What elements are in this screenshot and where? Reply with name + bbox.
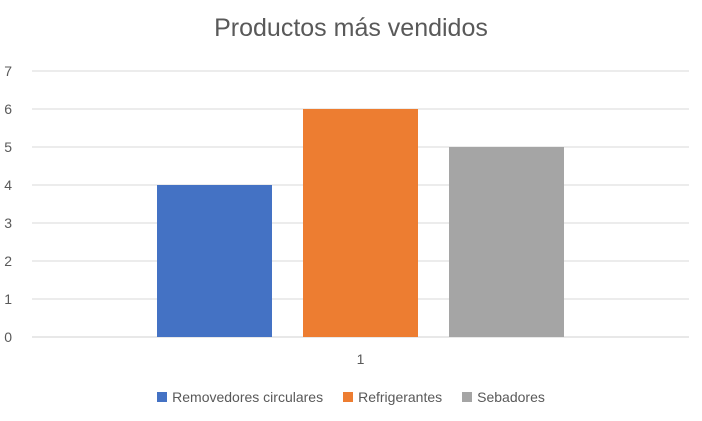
y-tick-label: 6 xyxy=(4,101,12,117)
chart-title: Productos más vendidos xyxy=(214,14,488,42)
x-tick-label: 1 xyxy=(357,351,365,367)
legend-item: Removedores circulares xyxy=(157,389,323,405)
legend-swatch xyxy=(343,392,354,402)
bar-sebadores xyxy=(449,147,564,337)
bar-refrigerantes xyxy=(303,109,418,337)
bar-removedores-circulares xyxy=(157,185,272,337)
legend-label: Refrigerantes xyxy=(358,389,443,405)
legend-label: Sebadores xyxy=(477,389,545,405)
legend-label: Removedores circulares xyxy=(172,389,324,405)
legend-swatch xyxy=(157,392,168,402)
legend-item: Sebadores xyxy=(462,389,545,405)
legend: Removedores circulares Refrigerantes Sebad… xyxy=(0,389,702,405)
bars xyxy=(157,109,564,337)
legend-item: Refrigerantes xyxy=(343,389,442,405)
y-tick-label: 7 xyxy=(4,63,12,79)
legend-swatch xyxy=(462,392,473,402)
y-tick-label: 4 xyxy=(4,177,12,193)
x-axis-ticks: 1 xyxy=(357,351,365,367)
y-tick-label: 0 xyxy=(4,329,12,345)
y-tick-label: 1 xyxy=(4,291,12,307)
y-tick-label: 3 xyxy=(4,215,12,231)
y-tick-label: 2 xyxy=(4,253,12,269)
y-tick-label: 5 xyxy=(4,139,12,155)
y-axis-ticks: 0 1 2 3 4 5 6 7 xyxy=(4,63,12,345)
